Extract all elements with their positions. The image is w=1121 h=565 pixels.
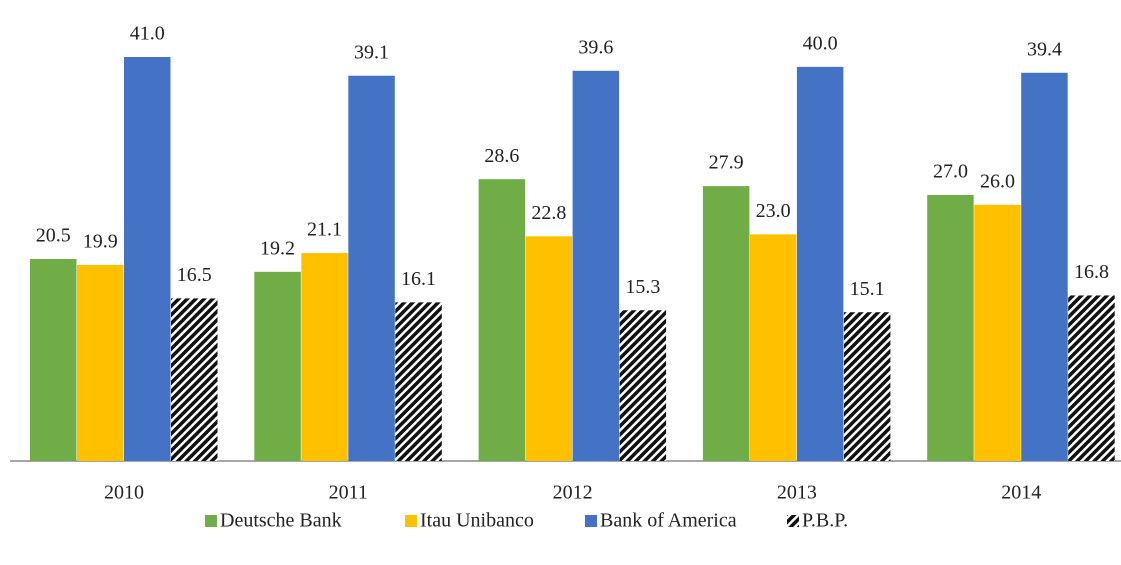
x-tick-label: 2011: [329, 482, 368, 504]
data-label: 16.1: [401, 268, 436, 290]
legend-label: Bank of America: [600, 510, 737, 532]
bar: [77, 264, 124, 461]
x-tick-label: 2013: [777, 482, 817, 504]
data-label: 15.3: [625, 276, 660, 298]
bar: [619, 310, 667, 461]
legend-swatch: [585, 515, 597, 527]
bar: [124, 57, 171, 461]
data-label: 15.1: [850, 278, 885, 300]
bar: [30, 259, 77, 461]
bar: [171, 298, 218, 461]
legend-label: Deutsche Bank: [220, 510, 342, 532]
legend-swatch: [405, 515, 417, 527]
bar: [525, 236, 573, 461]
x-tick-label: 2010: [104, 482, 144, 504]
bar: [572, 70, 620, 462]
data-label: 23.0: [756, 200, 791, 222]
data-label: 16.8: [1074, 261, 1109, 283]
bar: [395, 302, 442, 461]
data-label: 27.9: [709, 152, 744, 174]
legend-label: P.B.P.: [802, 510, 848, 532]
legend-swatch: [787, 515, 799, 527]
bar: [348, 75, 395, 461]
data-label: 27.0: [933, 161, 968, 183]
bar: [1068, 295, 1115, 461]
legend-label: Itau Unibanco: [420, 510, 534, 532]
data-label: 26.0: [980, 170, 1015, 192]
x-tick-label: 2014: [1001, 482, 1041, 504]
bar: [254, 271, 301, 461]
data-label: 39.4: [1027, 38, 1062, 60]
bar: [749, 234, 797, 461]
data-label: 28.6: [484, 145, 519, 167]
bar: [927, 194, 974, 461]
data-label: 19.9: [83, 231, 118, 253]
legend-swatch: [205, 515, 217, 527]
bar: [974, 204, 1021, 461]
bar: [796, 66, 844, 461]
bar: [301, 253, 348, 461]
bar: [1021, 72, 1068, 461]
data-label: 19.2: [260, 237, 295, 259]
bar: [702, 186, 750, 461]
data-label: 39.6: [578, 36, 613, 58]
bar: [478, 179, 526, 461]
data-label: 20.5: [36, 225, 71, 247]
data-label: 40.0: [803, 32, 838, 54]
x-tick-label: 2012: [553, 482, 593, 504]
bar: [843, 312, 891, 461]
data-label: 16.5: [177, 264, 212, 286]
data-label: 21.1: [307, 219, 342, 241]
data-label: 41.0: [130, 23, 165, 45]
data-label: 39.1: [354, 41, 389, 63]
data-label: 22.8: [531, 202, 566, 224]
